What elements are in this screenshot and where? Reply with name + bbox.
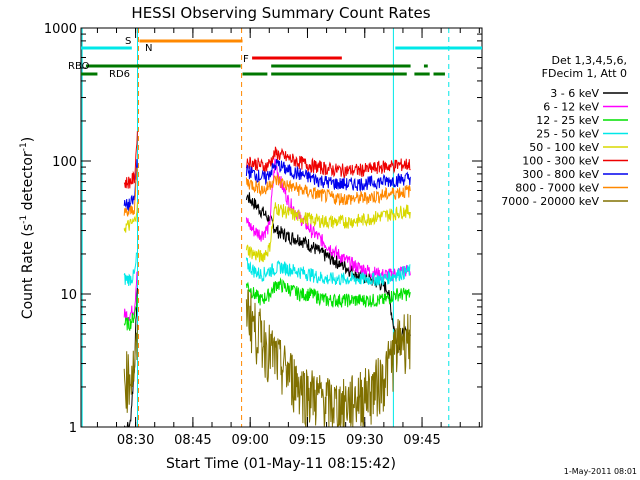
series-line [245, 257, 411, 286]
x-tick-label: 08:30 [117, 433, 154, 448]
plot-area [81, 28, 450, 428]
legend-label: 6 - 12 keV [543, 101, 599, 114]
legend-header-line-1: Det 1,3,4,5,6, [551, 54, 627, 67]
night-flag-label: N [145, 43, 152, 54]
series-line [123, 167, 138, 217]
series-line [123, 324, 138, 413]
legend-label: 100 - 300 keV [522, 155, 599, 168]
x-tick-label: 09:15 [289, 433, 326, 448]
y-axis-label: Count Rate (s-1 detector-1) [19, 137, 36, 319]
legend-label: 50 - 100 keV [529, 141, 599, 154]
series-line [123, 131, 138, 189]
rbo-flag-label: RBO [68, 61, 90, 72]
rd6-flag-label: RD6 [109, 69, 130, 80]
legend-label: 300 - 800 keV [522, 168, 599, 181]
series-line [123, 296, 138, 331]
series-line [123, 271, 138, 322]
y-tick-label: 100 [52, 155, 77, 170]
legend-header-line-2: FDecim 1, Att 0 [542, 67, 627, 80]
series-line [245, 158, 411, 282]
flag-bars: S N F RBO RD6 [68, 36, 482, 80]
y-axis-label-mid: detector [20, 151, 36, 215]
y-tick-label: 1000 [44, 22, 77, 37]
axes [80, 27, 483, 428]
legend-label: 25 - 50 keV [536, 128, 599, 141]
legend-label: 12 - 25 keV [536, 114, 599, 127]
y-axis-ticks: 1 10 100 1000 [44, 22, 482, 436]
saa-flag-label: S [125, 36, 131, 47]
y-tick-label: 1 [69, 421, 77, 436]
flare-flag-label: F [243, 54, 249, 65]
x-tick-label: 08:45 [174, 433, 211, 448]
series-line [245, 202, 411, 263]
series-line [245, 174, 411, 206]
series-line [123, 202, 138, 233]
x-axis-label: Start Time (01-May-11 08:15:42) [166, 456, 396, 472]
y-axis-label-sup1: -1 [19, 215, 29, 224]
legend-label: 800 - 7000 keV [515, 182, 599, 195]
chart-title: HESSI Observing Summary Count Rates [131, 4, 430, 22]
y-axis-label-main: Count Rate (s [20, 224, 36, 319]
series-line [245, 277, 411, 308]
series-line [245, 159, 411, 193]
series-line [123, 252, 138, 287]
x-axis-ticks: 08:30 08:45 09:00 09:15 09:30 09:45 [96, 28, 480, 448]
footer-timestamp: 1-May-2011 08:01 [564, 467, 637, 476]
x-tick-label: 09:00 [231, 433, 268, 448]
x-tick-label: 09:30 [346, 433, 383, 448]
series-line [245, 146, 411, 179]
y-axis-label-end: ) [20, 137, 36, 142]
plot-frame [80, 27, 483, 428]
legend-label: 7000 - 20000 keV [501, 195, 599, 208]
legend: Det 1,3,4,5,6, FDecim 1, Att 0 3 - 6 keV… [501, 54, 628, 208]
y-axis-label-sup2: -1 [19, 142, 29, 151]
y-tick-label: 10 [60, 288, 77, 303]
x-tick-label: 09:45 [403, 433, 440, 448]
legend-label: 3 - 6 keV [550, 87, 599, 100]
series-line [245, 289, 411, 428]
